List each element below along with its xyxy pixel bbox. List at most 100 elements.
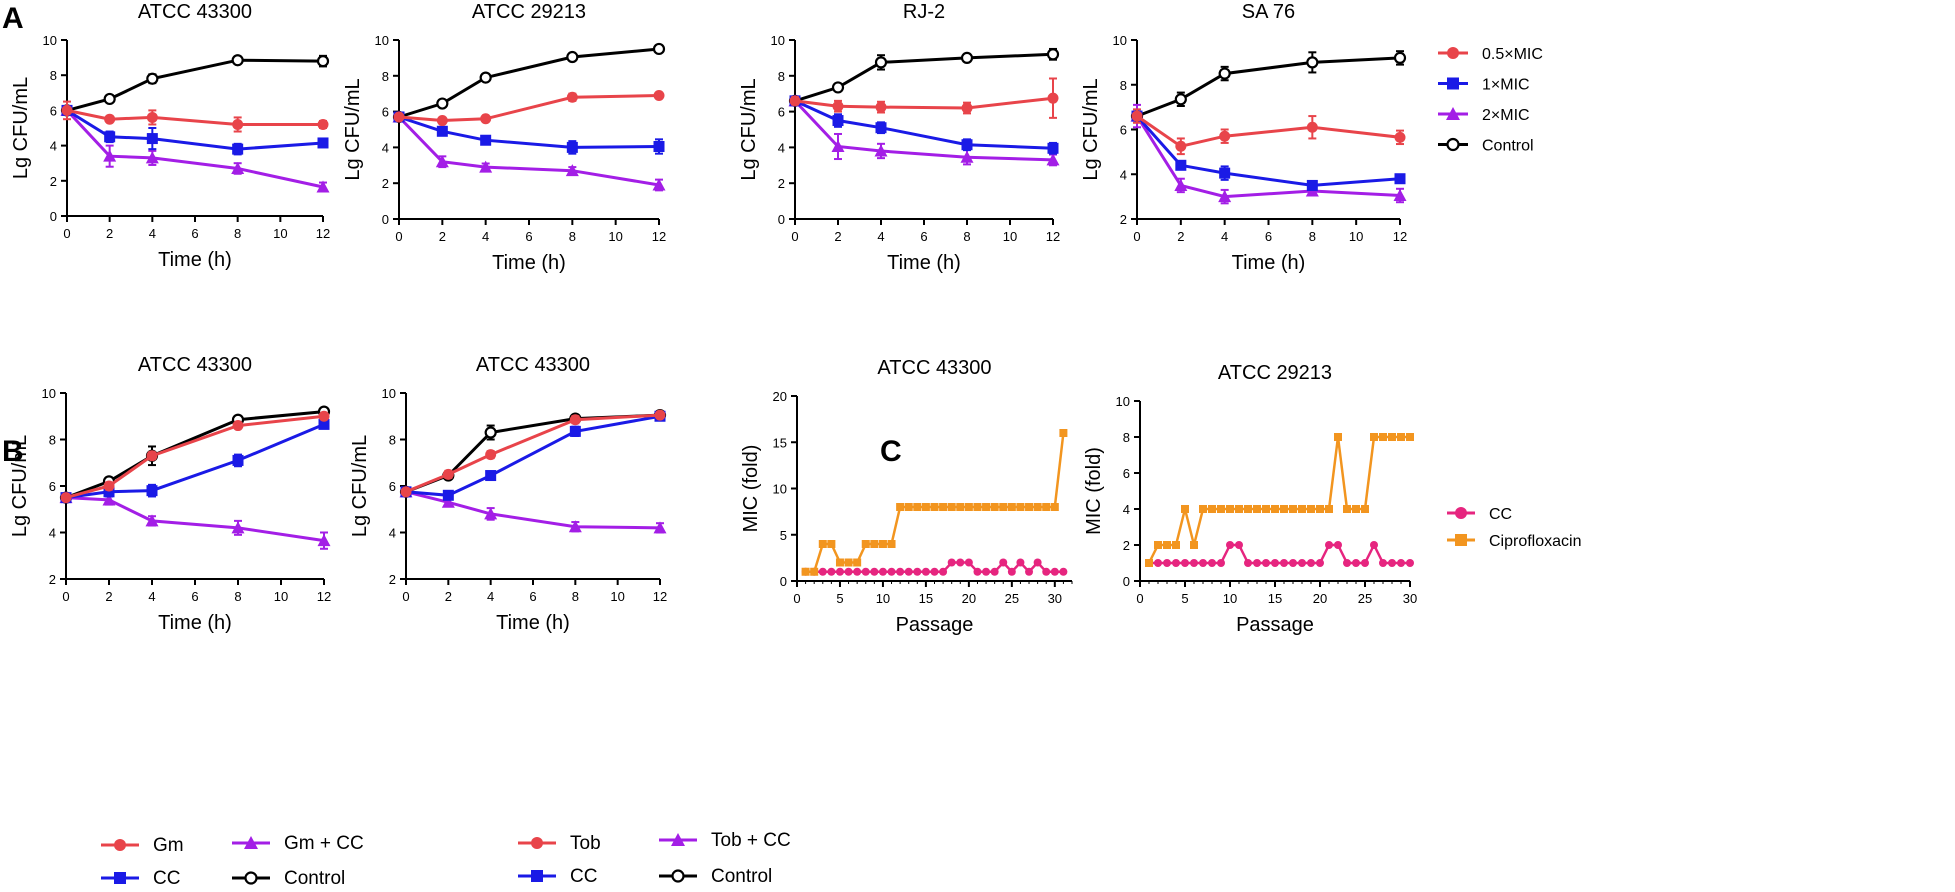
legend-label: 2×MIC bbox=[1482, 107, 1530, 124]
data-point bbox=[568, 520, 582, 533]
data-point bbox=[874, 144, 888, 157]
y-tick-label: 10 bbox=[375, 33, 389, 48]
data-point bbox=[832, 115, 844, 127]
x-tick-label: 8 bbox=[963, 229, 970, 244]
x-axis-label: Time (h) bbox=[887, 252, 961, 274]
legend-entry-cc: CC bbox=[101, 868, 180, 889]
data-point bbox=[1025, 567, 1034, 576]
data-point bbox=[1325, 541, 1333, 549]
data-point bbox=[566, 91, 578, 103]
series-line bbox=[398, 94, 660, 123]
legend-label: Control bbox=[284, 868, 345, 889]
data-point bbox=[1370, 433, 1378, 441]
y-tick-label: 5 bbox=[780, 528, 787, 543]
legend-b1: Gm Gm + CC CC Control bbox=[101, 833, 364, 889]
data-point bbox=[317, 534, 331, 547]
data-point bbox=[1059, 567, 1068, 576]
y-tick-label: 4 bbox=[49, 526, 56, 541]
y-tick-label: 2 bbox=[1123, 538, 1130, 553]
chart-title: ATCC 43300 bbox=[877, 357, 991, 379]
data-point bbox=[146, 111, 158, 123]
y-tick-label: 10 bbox=[382, 386, 396, 401]
x-axis-label: Time (h) bbox=[158, 612, 232, 634]
data-point bbox=[146, 133, 158, 145]
legend-marker bbox=[1447, 47, 1459, 59]
series-2-mic bbox=[392, 110, 666, 192]
y-tick-label: 2 bbox=[382, 176, 389, 191]
data-point bbox=[789, 95, 801, 107]
data-point bbox=[1361, 559, 1369, 567]
data-point bbox=[1352, 505, 1360, 513]
x-tick-label: 25 bbox=[1005, 591, 1019, 606]
data-point bbox=[104, 131, 116, 143]
x-tick-label: 4 bbox=[1221, 229, 1228, 244]
data-point bbox=[1172, 559, 1180, 567]
data-point bbox=[982, 567, 991, 576]
data-point bbox=[102, 493, 116, 506]
y-axis-label: Lg CFU/mL bbox=[342, 78, 364, 180]
series-gm bbox=[60, 410, 330, 504]
data-point bbox=[1334, 433, 1342, 441]
x-tick-label: 6 bbox=[920, 229, 927, 244]
data-point bbox=[1219, 130, 1231, 142]
data-point bbox=[436, 125, 448, 137]
y-tick-label: 4 bbox=[389, 526, 396, 541]
data-point bbox=[878, 540, 887, 548]
x-axis-label: Passage bbox=[896, 614, 974, 636]
data-point bbox=[569, 425, 581, 437]
data-point bbox=[835, 558, 844, 567]
y-tick-label: 10 bbox=[42, 386, 56, 401]
data-point bbox=[1280, 559, 1288, 567]
chart-title: RJ-2 bbox=[903, 1, 945, 23]
series-0-5-mic bbox=[393, 89, 665, 127]
data-point bbox=[566, 141, 578, 153]
legend-label: Gm + CC bbox=[284, 833, 364, 854]
data-point bbox=[1154, 541, 1162, 549]
chart-title: ATCC 43300 bbox=[138, 354, 252, 376]
data-point bbox=[874, 56, 888, 69]
data-point bbox=[896, 567, 905, 576]
data-point bbox=[1244, 559, 1252, 567]
data-point bbox=[479, 160, 493, 173]
data-point bbox=[1393, 189, 1407, 202]
data-point bbox=[61, 104, 73, 116]
x-tick-label: 30 bbox=[1048, 591, 1062, 606]
data-point bbox=[1253, 559, 1261, 567]
data-point bbox=[1131, 110, 1143, 122]
series-1-mic bbox=[393, 111, 665, 155]
x-tick-label: 20 bbox=[1313, 591, 1327, 606]
data-point bbox=[999, 503, 1008, 511]
data-point bbox=[896, 503, 905, 511]
series-line bbox=[1147, 435, 1410, 564]
data-point bbox=[1174, 93, 1187, 106]
data-point bbox=[436, 115, 448, 127]
data-point bbox=[1379, 559, 1387, 567]
y-tick-label: 2 bbox=[49, 572, 56, 587]
series-line bbox=[794, 52, 1054, 103]
y-axis-label: Lg CFU/mL bbox=[10, 77, 32, 179]
x-tick-label: 12 bbox=[652, 229, 666, 244]
data-point bbox=[832, 100, 844, 112]
legend-c: CC Ciprofloxacin bbox=[1447, 506, 1581, 550]
data-point bbox=[861, 540, 870, 548]
series-tob bbox=[400, 409, 666, 498]
data-point bbox=[1217, 505, 1225, 513]
data-point bbox=[1388, 559, 1396, 567]
data-point bbox=[400, 486, 412, 498]
x-tick-label: 6 bbox=[191, 226, 198, 241]
data-point bbox=[485, 470, 497, 482]
x-tick-label: 5 bbox=[836, 591, 843, 606]
data-point bbox=[1181, 559, 1189, 567]
x-tick-label: 4 bbox=[149, 226, 156, 241]
data-point bbox=[1218, 190, 1232, 203]
legend-entry-1-mic: 1×MIC bbox=[1438, 77, 1530, 94]
legend-marker bbox=[114, 872, 126, 884]
legend-entry-ciprofloxacin: Ciprofloxacin bbox=[1447, 533, 1581, 550]
data-point bbox=[1393, 51, 1407, 65]
data-point bbox=[818, 567, 827, 576]
legend-label: Control bbox=[711, 866, 772, 887]
x-tick-label: 10 bbox=[273, 226, 287, 241]
x-tick-label: 8 bbox=[234, 226, 241, 241]
legend-entry-0-5-mic: 0.5×MIC bbox=[1438, 46, 1543, 63]
